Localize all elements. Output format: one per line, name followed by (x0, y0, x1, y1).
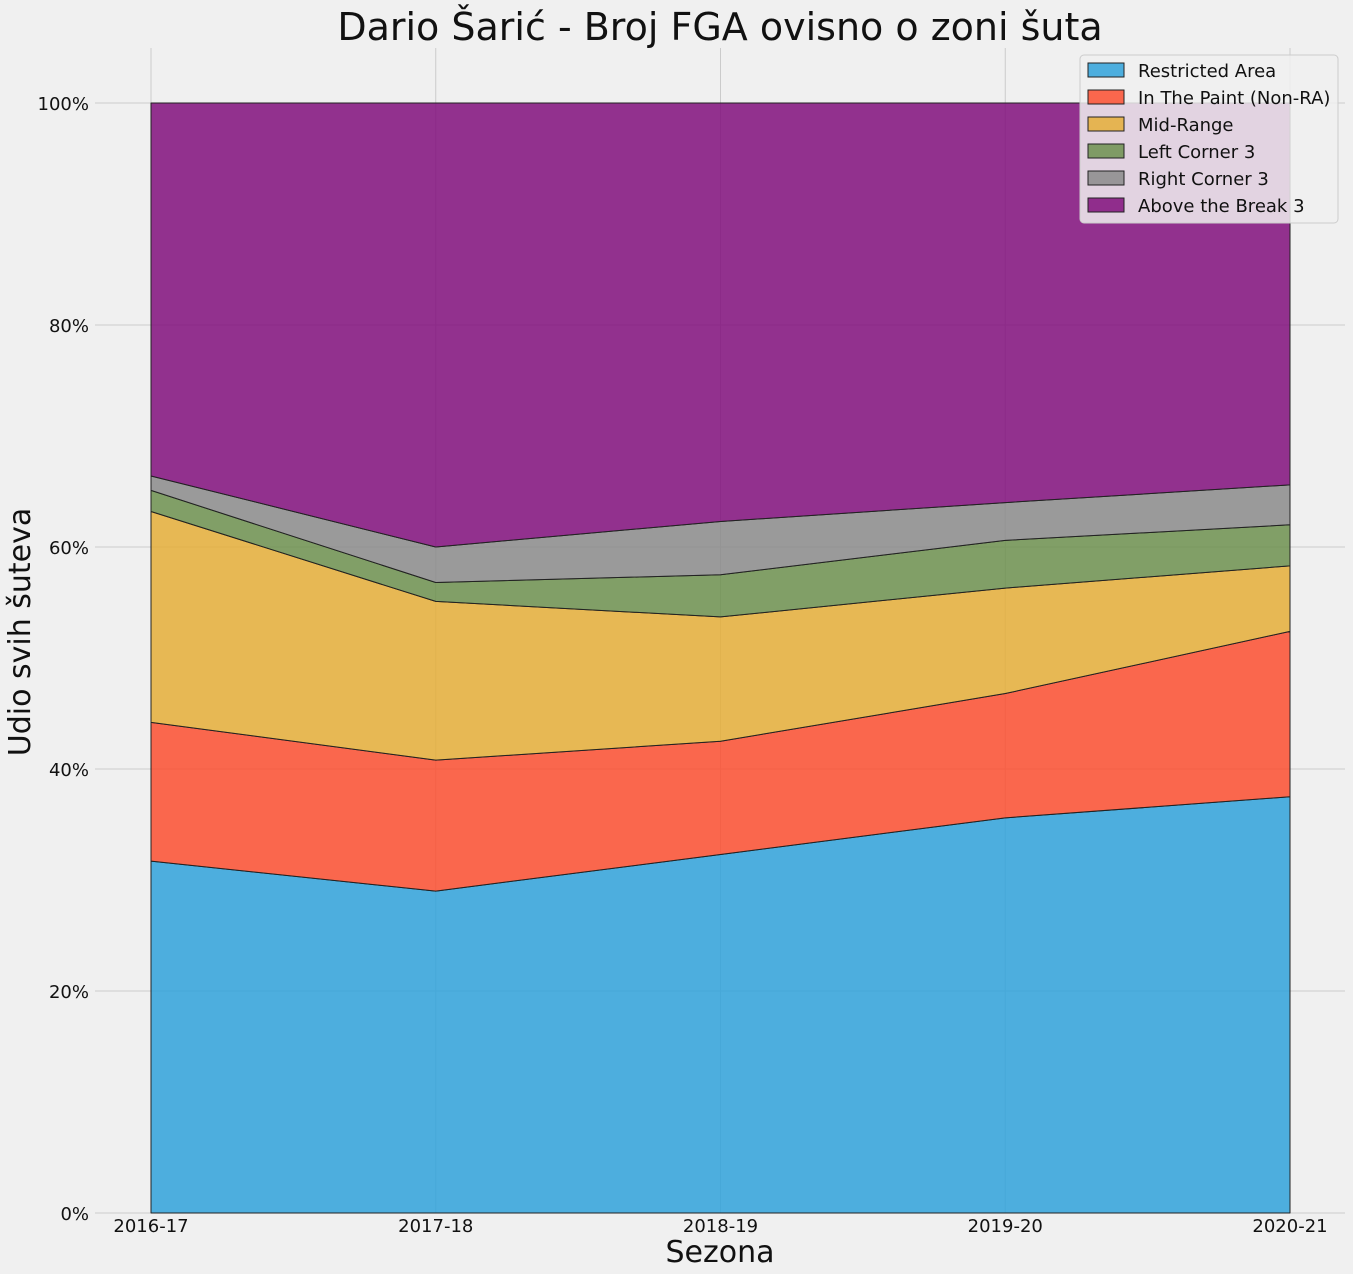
legend-swatch-above-the-break-3 (1087, 197, 1125, 213)
y-tick-label: 20% (49, 982, 89, 1003)
x-tick-label: 2018-19 (683, 1216, 758, 1237)
x-tick-label: 2020-21 (1252, 1216, 1327, 1237)
legend-label-right-corner-3: Right Corner 3 (1138, 169, 1269, 190)
y-tick-label: 40% (49, 760, 89, 781)
chart-title: Dario Šarić - Broj FGA ovisno o zoni šut… (337, 5, 1102, 49)
y-tick-label: 0% (60, 1204, 89, 1225)
legend-swatch-left-corner-3 (1087, 143, 1125, 159)
stacked-areas (150, 102, 1291, 1214)
legend-label-left-corner-3: Left Corner 3 (1138, 142, 1255, 163)
legend-label-in-the-paint-non-ra: In The Paint (Non-RA) (1138, 88, 1330, 109)
y-axis-ticks: 0% 20% 40% 60% 80% 100% (38, 94, 89, 1225)
legend-label-restricted-area: Restricted Area (1138, 61, 1276, 82)
legend-swatch-right-corner-3 (1087, 170, 1125, 186)
x-tick-label: 2019-20 (968, 1216, 1043, 1237)
y-axis-label: Udio svih šuteva (3, 508, 38, 757)
x-axis-label: Sezona (666, 1235, 775, 1270)
y-tick-label: 80% (49, 316, 89, 337)
x-tick-label: 2017-18 (398, 1216, 473, 1237)
y-tick-label: 100% (38, 94, 89, 115)
y-tick-label: 60% (49, 538, 89, 559)
legend-swatch-restricted-area (1087, 62, 1125, 78)
legend-label-mid-range: Mid-Range (1138, 115, 1234, 136)
legend-swatch-in-the-paint-non-ra (1087, 89, 1125, 105)
x-axis-ticks: 2016-17 2017-18 2018-19 2019-20 2020-21 (113, 1216, 1327, 1237)
area-above-the-break-3 (150, 102, 1291, 548)
legend-label-above-the-break-3: Above the Break 3 (1138, 196, 1305, 217)
x-tick-label: 2016-17 (113, 1216, 188, 1237)
legend-swatch-mid-range (1087, 116, 1125, 132)
legend-box (1079, 54, 1339, 224)
legend: Restricted Area In The Paint (Non-RA) Mid-… (1079, 54, 1339, 224)
